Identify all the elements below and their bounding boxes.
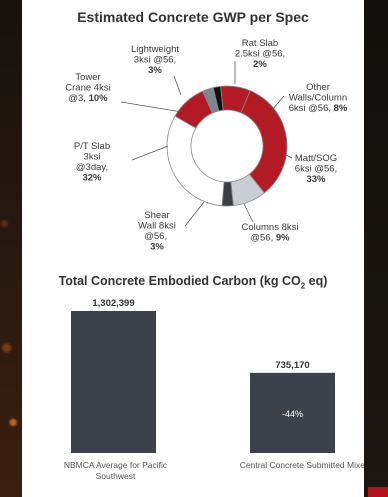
donut-label-lightweight-line: 3% [148, 65, 162, 76]
bar-1 [250, 372, 335, 453]
donut-leader-line [184, 201, 205, 227]
donut-label-other-line: 6ksi @56, [289, 103, 334, 114]
donut-label-shear-line: @56, [144, 231, 170, 242]
donut-label-shear: Shear Wall 8ksi @56, 3% [138, 210, 176, 253]
donut-leader-line [173, 75, 182, 96]
bar-chart: 1,302,399 NBMCA Average for Pacific Southw… [64, 298, 364, 481]
donut-label-pt: P/T Slab 3ksi @3day, 32% [74, 141, 110, 184]
donut-label-lightweight-line: 3ksi @56, [134, 55, 176, 66]
donut-label-tower-line: Crane 4ksi [65, 83, 110, 94]
donut-label-lightweight-line: Lightweight [131, 44, 179, 55]
bar-value-label-1: 735,170 [275, 360, 309, 371]
bar-chart-title-subscript: 2 [300, 281, 306, 291]
donut-label-matt-line: 33% [306, 174, 326, 185]
brand-red-tab [368, 487, 388, 497]
donut-label-columns-line: Columns 8ksi [241, 222, 298, 233]
donut-chart-title: Estimated Concrete GWP per Spec [77, 9, 309, 25]
bar-value-label-0: 1,302,399 [92, 298, 134, 309]
donut-label-matt-line: Matt/SOG [295, 153, 337, 164]
bar-category-label-1: Central Concrete Submitted Mixes [240, 460, 364, 470]
donut-label-shear-line: Shear [144, 210, 169, 221]
bar-chart-title-suffix: eq) [305, 274, 328, 288]
donut-label-shear-line: 3% [150, 242, 164, 253]
background-left-glow [0, 0, 22, 497]
reduction-annotation: -44% [282, 409, 303, 419]
donut-label-ratslab-line: 2.5ksi @56, [235, 49, 285, 60]
donut-label-tower-line: Tower [75, 72, 100, 83]
donut-label-other-line: Walls/Column [289, 93, 347, 104]
donut-chart: Lightweight 3ksi @56, 3%Rat Slab 2.5ksi @56… [65, 38, 348, 253]
bar-chart-title: Total Concrete Embodied Carbon (kg CO2 e… [22, 274, 364, 291]
donut-label-tower-pct: 10% [89, 93, 109, 104]
donut-label-columns-pct: 9% [276, 233, 290, 244]
donut-leader-line [131, 145, 169, 161]
bar-chart-title-main: Total Concrete Embodied Carbon (kg CO [58, 274, 301, 288]
donut-label-lightweight: Lightweight 3ksi @56, 3% [131, 44, 179, 76]
donut-label-tower: Tower Crane 4ksi @3, 10% [65, 72, 110, 104]
donut-label-columns-line: @56, [250, 233, 276, 244]
donut-label-ratslab-line: 2% [253, 59, 267, 70]
donut-label-tower-line: @3, [68, 93, 88, 104]
bar-category-label-0: NBMCA Average for Pacific Southwest [64, 460, 168, 481]
bar-category-label-line: NBMCA Average for Pacific [64, 460, 168, 470]
donut-label-pt-line: @3day, [76, 162, 108, 173]
donut-label-pt-line: P/T Slab [74, 141, 110, 152]
donut-label-ratslab-line: Rat Slab [242, 38, 278, 49]
bar-category-label-line: Southwest [96, 471, 136, 481]
donut-label-ratslab: Rat Slab 2.5ksi @56, 2% [235, 38, 285, 70]
background-right [364, 0, 388, 497]
donut-slice-7 [174, 90, 213, 129]
donut-leader-line [283, 153, 293, 159]
slide-card: Estimated Concrete GWP per Spec Lightwei… [22, 0, 364, 497]
bar-category-label-line: Central Concrete Submitted Mixes [240, 460, 364, 470]
donut-slice-3 [240, 90, 288, 194]
donut-label-pt-line: 3ksi [84, 152, 101, 163]
donut-label-other-line: Other [306, 82, 330, 93]
donut-label-other: Other Walls/Column 6ksi @56, 8% [289, 82, 348, 114]
donut-label-shear-line: Wall 8ksi [138, 221, 176, 232]
donut-label-columns: Columns 8ksi @56, 9% [241, 222, 298, 244]
donut-label-matt: Matt/SOG 6ksi @56, 33% [295, 153, 337, 185]
donut-label-matt-line: 6ksi @56, [295, 164, 337, 175]
bar-0 [71, 311, 156, 453]
donut-label-other-pct: 8% [334, 103, 348, 114]
donut-label-pt-line: 32% [82, 173, 102, 184]
donut-leader-line [120, 101, 183, 113]
donut-leader-line [271, 95, 285, 111]
donut-leader-line [243, 203, 254, 223]
